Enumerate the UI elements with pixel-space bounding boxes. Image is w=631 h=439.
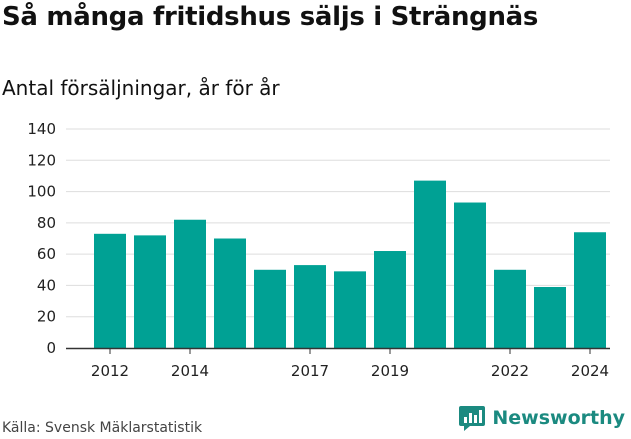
x-tick-label: 2019 (371, 362, 409, 380)
chart-title: Så många fritidshus säljs i Strängnäs (2, 2, 539, 32)
bar-2019 (374, 251, 406, 348)
x-tick-label: 2012 (91, 362, 129, 380)
y-tick-label: 80 (37, 214, 56, 232)
x-axis-ticks: 2012 2014 2017 2019 2022 2024 (91, 348, 609, 380)
bar-2022 (494, 269, 526, 348)
chart-subtitle: Antal försäljningar, år för år (2, 76, 280, 100)
source-note: Källa: Svensk Mäklarstatistik (2, 420, 203, 436)
bar-2024 (574, 232, 606, 348)
x-tick-label: 2024 (571, 362, 609, 380)
y-tick-label: 140 (27, 120, 56, 138)
y-tick-label: 100 (27, 183, 56, 201)
bar-2023 (534, 286, 566, 348)
x-tick-label: 2014 (171, 362, 209, 380)
y-tick-label: 120 (27, 151, 56, 169)
newsworthy-logo-text: Newsworthy (492, 407, 625, 429)
y-tick-label: 0 (46, 339, 56, 357)
bar-2014 (174, 219, 206, 348)
bars (94, 180, 606, 348)
y-tick-label: 20 (37, 308, 56, 326)
bar-2012 (94, 233, 126, 348)
x-tick-label: 2022 (491, 362, 529, 380)
bar-2013 (134, 235, 166, 348)
bar-2017 (294, 265, 326, 348)
newsworthy-logo-icon (459, 406, 486, 431)
bar-2020 (414, 180, 446, 348)
bar-2021 (454, 202, 486, 348)
x-tick-label: 2017 (291, 362, 329, 380)
bar-2018 (334, 271, 366, 348)
y-tick-label: 40 (37, 276, 56, 294)
newsworthy-logo: Newsworthy (458, 404, 625, 432)
bar-2016 (254, 269, 286, 348)
bar-2015 (214, 238, 246, 348)
y-tick-label: 60 (37, 245, 56, 263)
y-axis-ticks: 0 20 40 60 80 100 120 140 (27, 120, 56, 357)
